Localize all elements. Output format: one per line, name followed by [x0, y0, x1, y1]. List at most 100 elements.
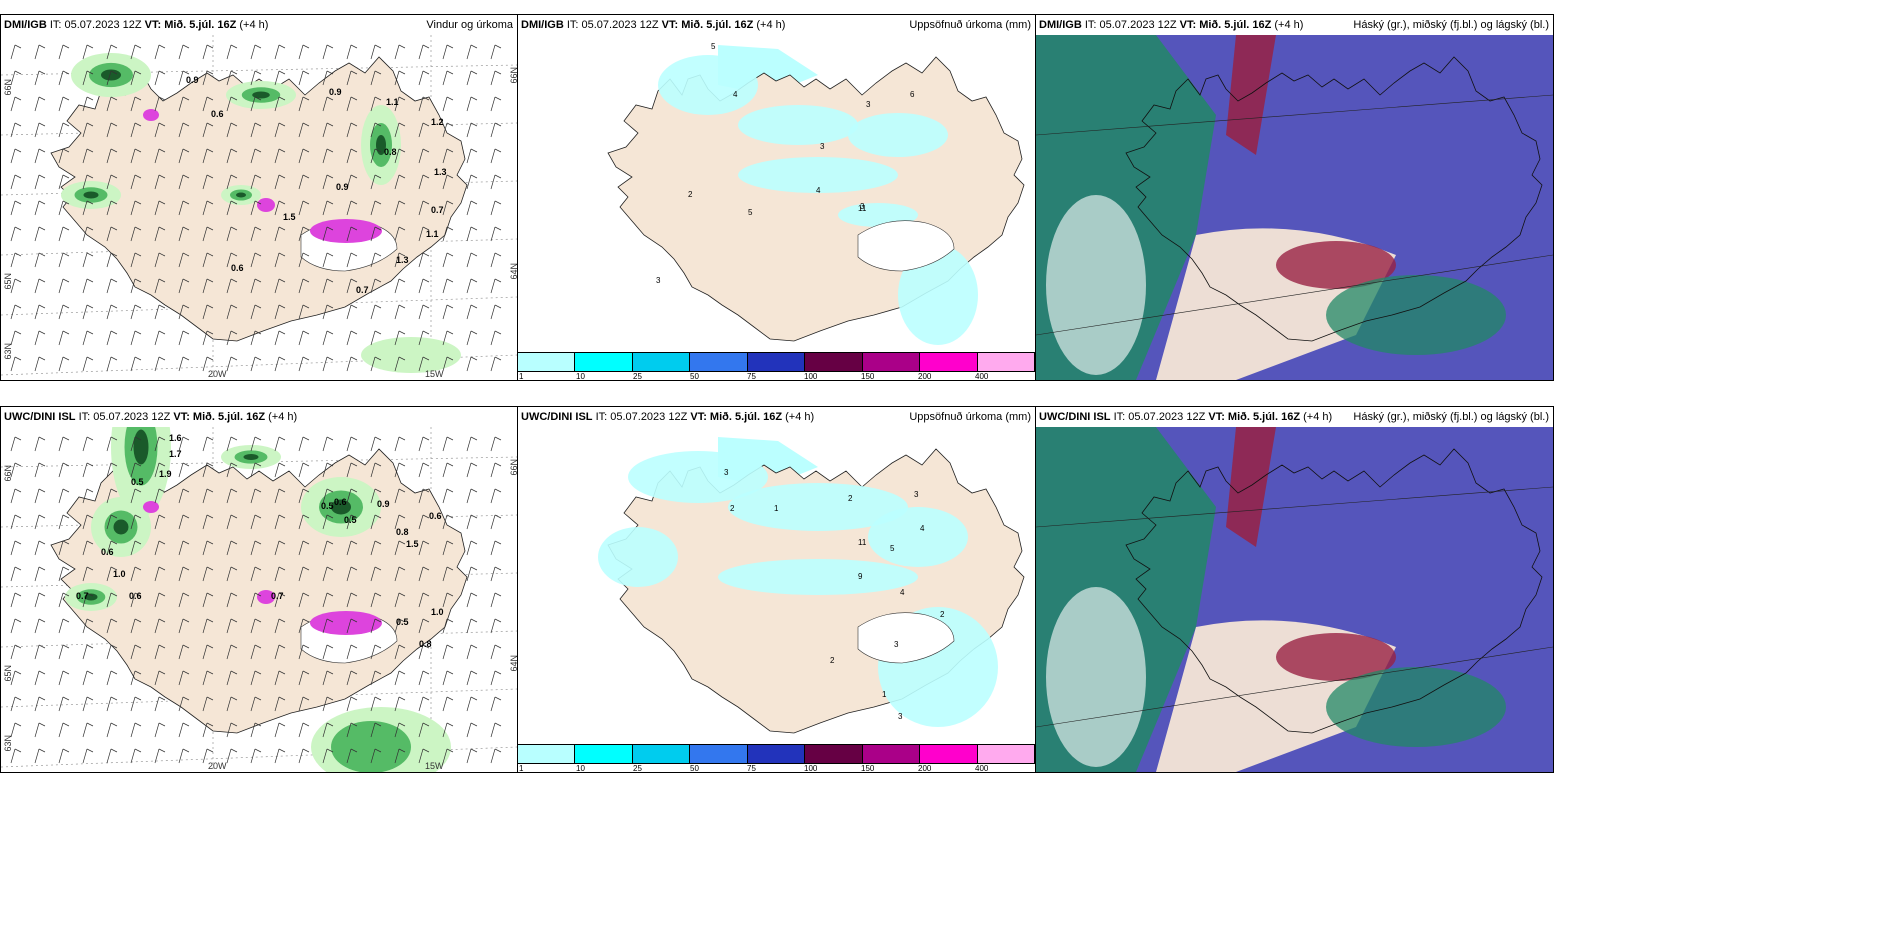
precip-legend [518, 352, 1035, 372]
precip-value-label: 1.5 [406, 539, 419, 549]
valid-time: VT: Mið. 5.júl. 16Z [1208, 411, 1301, 423]
init-time: IT: 05.07.2023 12Z [566, 19, 659, 31]
legend-swatch [920, 353, 978, 371]
accum-value-label: 4 [733, 90, 738, 99]
lead-time: (+4 h) [239, 19, 269, 31]
accum-value-label: 6 [910, 90, 915, 99]
legend-swatch [575, 745, 633, 763]
accum-value-label: 11 [858, 538, 867, 547]
legend-label: 200 [918, 372, 932, 381]
precip-value-label: 0.9 [186, 75, 199, 85]
panel-header: DMI/IGB IT: 05.07.2023 12Z VT: Mið. 5.jú… [1036, 15, 1553, 35]
valid-time: VT: Mið. 5.júl. 16Z [173, 411, 266, 423]
accum-value-label: 2 [940, 610, 945, 619]
lat-label: 65N [3, 273, 13, 290]
precip-value-label: 1.3 [396, 255, 409, 265]
init-time: IT: 05.07.2023 12Z [1084, 19, 1177, 31]
legend-swatch [690, 353, 748, 371]
accum-value-label: 3 [866, 100, 871, 109]
precip-value-label: 0.7 [271, 591, 284, 601]
legend-label: 75 [747, 372, 756, 381]
accum-value-label: 2 [688, 190, 693, 199]
accum-value-label: 3 [656, 276, 661, 285]
lon-label: 15W [425, 761, 444, 771]
legend-swatch [805, 745, 863, 763]
lat-label: 66N [3, 465, 13, 482]
wind-precip-map: 1.61.71.90.50.5 0.6 0.90.5 0.60.81.51.00.70… [1, 427, 517, 772]
lon-label: 15W [425, 369, 444, 379]
legend-swatch [518, 353, 576, 371]
legend-swatch [805, 353, 863, 371]
lat-label: 63N [3, 735, 13, 752]
precip-value-label: 1.9 [159, 469, 172, 479]
legend-label: 400 [975, 372, 989, 381]
legend-swatch [747, 353, 806, 371]
accum-value-label: 9 [858, 572, 863, 581]
panel-cloud-uwc: UWC/DINI ISL IT: 05.07.2023 12Z VT: Mið.… [1035, 406, 1554, 773]
lead-time: (+4 h) [756, 19, 786, 31]
model-source: DMI/IGB [4, 19, 47, 31]
init-time: IT: 05.07.2023 12Z [1113, 411, 1206, 423]
precip-value-label: 0.6 [231, 263, 244, 273]
accum-value-label: 4 [900, 588, 905, 597]
precip-value-label: 0.8 [384, 147, 397, 157]
accum-value-label: 3 [898, 712, 903, 721]
accum-value-label: 11 [858, 204, 867, 213]
legend-label: 100 [804, 372, 818, 381]
lead-time: (+4 h) [268, 411, 298, 423]
panel-accum-dmi: DMI/IGB IT: 05.07.2023 12Z VT: Mið. 5.jú… [517, 14, 1036, 381]
legend-label: 100 [804, 764, 818, 773]
legend-swatch [977, 745, 1035, 763]
accum-value-label: 5 [748, 208, 753, 217]
accum-value-label: 1 [882, 690, 887, 699]
precip-value-label: 0.6 [334, 497, 347, 507]
accum-value-label: 5 [711, 42, 716, 51]
precip-value-label: 1.6 [169, 433, 182, 443]
precip-value-label: 1.1 [426, 229, 439, 239]
panel-header: UWC/DINI ISL IT: 05.07.2023 12Z VT: Mið.… [1036, 407, 1553, 427]
precip-value-label: 0.9 [336, 182, 349, 192]
legend-label: 50 [690, 372, 699, 381]
precip-value-label: 0.6 [101, 547, 114, 557]
precip-value-label: 0.8 [419, 639, 432, 649]
lat-label: 65N [3, 665, 13, 682]
wind-precip-map: 0.9 0.6 0.9 1.1 1.2 1.3 0.8 0.7 1.1 0.6 1.3 0.7 0.9 1… [1, 35, 517, 380]
valid-time: VT: Mið. 5.júl. 16Z [661, 19, 754, 31]
valid-time: VT: Mið. 5.júl. 16Z [1179, 19, 1272, 31]
precip-legend [518, 744, 1035, 764]
precip-value-label: 0.8 [396, 527, 409, 537]
lon-label: 20W [208, 761, 227, 771]
legend-label: 200 [918, 764, 932, 773]
panel-title: Uppsöfnuð úrkoma (mm) [909, 411, 1031, 423]
legend-swatch [575, 353, 633, 371]
model-source: UWC/DINI ISL [4, 411, 76, 423]
cloud-cover-map [1036, 35, 1553, 380]
legend-label: 25 [633, 372, 642, 381]
accum-value-label: 2 [848, 494, 853, 503]
model-source: DMI/IGB [1039, 19, 1082, 31]
init-time: IT: 05.07.2023 12Z [49, 19, 142, 31]
legend-swatch [862, 745, 921, 763]
panel-wind-uwc: UWC/DINI ISL IT: 05.07.2023 12Z VT: Mið.… [0, 406, 518, 773]
legend-label: 1 [519, 764, 524, 773]
precip-value-label: 1.5 [283, 212, 296, 222]
accum-precip-map: 3 2 1 2 3 4 5 11 9 4 2 3 2 1 3 [598, 437, 1025, 734]
lat-label: 63N [3, 343, 13, 360]
lon-label: 20W [208, 369, 227, 379]
precip-value-label: 0.5 [131, 477, 144, 487]
precip-value-label: 0.7 [356, 285, 369, 295]
precip-value-label: 1.0 [431, 607, 444, 617]
precip-value-label: 1.7 [169, 449, 182, 459]
precip-value-label: 0.7 [431, 205, 444, 215]
precip-value-label: 1.1 [386, 97, 399, 107]
lead-time: (+4 h) [1303, 411, 1333, 423]
init-time: IT: 05.07.2023 12Z [78, 411, 171, 423]
precip-value-label: 1.2 [431, 117, 444, 127]
model-source: UWC/DINI ISL [521, 411, 593, 423]
legend-label: 150 [861, 372, 875, 381]
legend-swatch [690, 745, 748, 763]
accum-value-label: 3 [914, 490, 919, 499]
legend-swatch [862, 353, 921, 371]
accum-value-label: 1 [774, 504, 779, 513]
